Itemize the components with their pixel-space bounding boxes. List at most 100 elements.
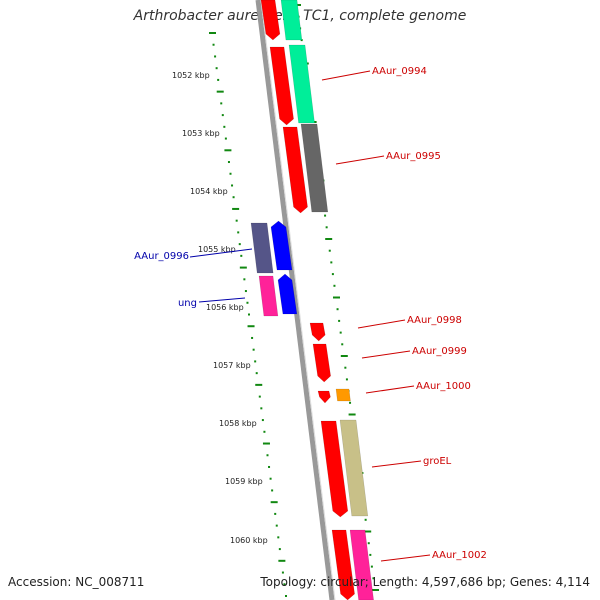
tick-label: 1058 kbp	[219, 419, 257, 428]
gene-label[interactable]: AAur_0996	[134, 251, 189, 262]
tick-mark	[240, 254, 243, 257]
gene-label-leader	[371, 460, 422, 468]
tick-mark	[331, 273, 334, 276]
tick-mark	[278, 548, 281, 551]
tick-mark	[263, 430, 266, 433]
gene-feature[interactable]	[335, 388, 351, 402]
tick-label: 1059 kbp	[225, 477, 263, 486]
tick-mark	[348, 413, 356, 416]
tick-mark	[372, 577, 375, 580]
tick-mark	[281, 571, 284, 574]
tick-mark	[258, 395, 261, 398]
tick-mark	[275, 524, 278, 527]
tick-mark	[246, 301, 249, 304]
tick-mark	[243, 278, 246, 281]
tick-mark	[277, 536, 280, 539]
tick-mark	[251, 336, 254, 339]
tick-mark	[364, 530, 372, 533]
tick-mark	[349, 401, 352, 404]
gene-label[interactable]: AAur_1000	[416, 381, 471, 392]
gene-label[interactable]: AAur_1002	[432, 550, 487, 561]
gene-label-leader	[198, 297, 246, 303]
tick-mark	[221, 114, 224, 117]
tick-mark	[212, 43, 215, 46]
gene-feature[interactable]	[317, 390, 331, 404]
tick-label: 1053 kbp	[182, 129, 220, 138]
tick-mark	[255, 372, 258, 375]
gene-label-leader	[335, 155, 385, 165]
tick-mark	[324, 214, 327, 217]
tick-mark	[325, 238, 333, 240]
tick-label: 1052 kbp	[172, 71, 210, 80]
tick-mark	[333, 296, 340, 299]
gene-feature[interactable]	[320, 420, 349, 518]
gene-label[interactable]: AAur_0994	[372, 66, 427, 77]
gene-feature[interactable]	[331, 529, 355, 600]
tick-mark	[209, 32, 216, 34]
tick-mark	[270, 501, 278, 504]
gene-feature[interactable]	[349, 529, 374, 600]
tick-mark	[370, 565, 373, 568]
tick-mark	[283, 583, 286, 586]
gene-feature[interactable]	[280, 0, 303, 41]
gene-label-leader	[361, 350, 411, 359]
tick-label: 1060 kbp	[230, 536, 268, 545]
tick-mark	[227, 161, 230, 164]
tick-mark	[340, 355, 348, 357]
tick-mark	[285, 595, 287, 597]
gene-label[interactable]: ung	[178, 298, 197, 309]
tick-mark	[330, 261, 333, 264]
gene-feature[interactable]	[300, 123, 329, 213]
tick-mark	[269, 477, 272, 480]
tick-mark	[369, 553, 372, 556]
tick-mark	[271, 489, 274, 492]
gene-feature[interactable]	[269, 46, 294, 126]
gene-feature[interactable]	[258, 275, 279, 317]
gene-feature[interactable]	[270, 220, 293, 271]
gene-label[interactable]: AAur_0995	[386, 151, 441, 162]
tick-label: 1057 kbp	[213, 361, 251, 370]
tick-mark	[261, 419, 264, 422]
tick-mark	[364, 518, 367, 521]
tick-mark	[260, 407, 263, 410]
tick-mark	[336, 308, 339, 311]
gene-feature[interactable]	[312, 343, 331, 383]
tick-label: 1055 kbp	[198, 245, 236, 254]
gene-feature[interactable]	[282, 126, 308, 214]
tick-mark	[237, 231, 240, 234]
tick-mark	[216, 90, 224, 93]
gene-label-leader	[380, 554, 431, 562]
map-title: Arthrobacter aurescens TC1, complete gen…	[133, 8, 467, 24]
gene-feature[interactable]	[288, 44, 315, 124]
gene-label[interactable]: groEL	[423, 456, 452, 467]
tick-mark	[344, 366, 347, 369]
tick-mark	[217, 78, 220, 81]
tick-mark	[248, 313, 250, 316]
tick-mark	[232, 196, 235, 199]
tick-mark	[333, 284, 336, 287]
gene-feature[interactable]	[277, 273, 298, 315]
gene-feature[interactable]	[250, 222, 274, 274]
tick-mark	[345, 378, 348, 381]
tick-mark	[223, 125, 226, 128]
tick-mark	[239, 266, 247, 269]
gene-feature[interactable]	[309, 322, 326, 342]
tick-mark	[268, 465, 271, 468]
tick-mark	[229, 172, 232, 175]
tick-mark	[231, 184, 234, 187]
tick-mark	[215, 67, 218, 70]
gene-label[interactable]: AAur_0998	[407, 315, 462, 326]
tick-mark	[274, 512, 277, 515]
gene-feature[interactable]	[260, 0, 281, 41]
gene-label-leader	[321, 70, 371, 81]
tick-mark	[266, 454, 269, 457]
tick-mark	[252, 348, 255, 351]
genome-summary: Topology: circular; Length: 4,597,686 bp…	[260, 575, 590, 589]
gene-feature[interactable]	[339, 419, 369, 517]
tick-mark	[338, 319, 341, 322]
gene-label[interactable]: AAur_0999	[412, 346, 467, 357]
tick-label: 1056 kbp	[206, 303, 244, 312]
gene-label-leader	[365, 385, 415, 394]
tick-mark	[224, 137, 227, 140]
